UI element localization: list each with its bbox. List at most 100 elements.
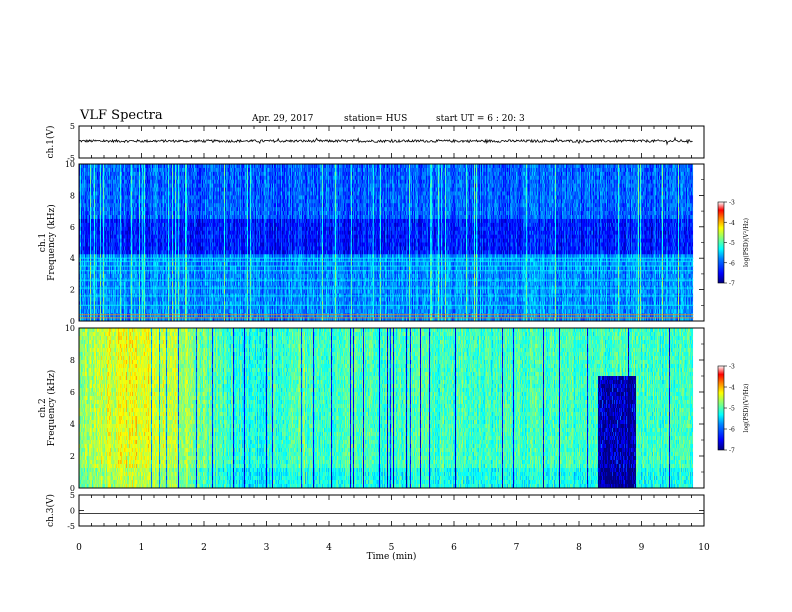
spectrogram-cell bbox=[124, 164, 125, 168]
spectrogram-cell bbox=[549, 168, 550, 172]
spectrogram-cell bbox=[648, 164, 649, 168]
spectrogram-cell bbox=[578, 164, 579, 168]
spectrogram-cell bbox=[605, 164, 606, 168]
spectrogram-cell bbox=[84, 168, 85, 172]
spectrogram-cell bbox=[645, 168, 646, 172]
spectrogram-cell bbox=[556, 176, 557, 180]
spectrogram-cell bbox=[352, 164, 353, 168]
spectrogram-cell bbox=[278, 164, 279, 168]
spectrogram-cell bbox=[604, 164, 605, 168]
spectrogram-cell bbox=[566, 172, 567, 176]
spectrogram-cell bbox=[214, 172, 215, 176]
spectrogram-cell bbox=[574, 172, 575, 176]
spectrogram-cell bbox=[294, 176, 295, 180]
spectrogram-cell bbox=[236, 168, 237, 172]
spectrogram-cell bbox=[120, 172, 121, 176]
spectrogram-cell bbox=[133, 168, 134, 172]
spectrogram-cell bbox=[120, 164, 121, 168]
spectrogram-cell bbox=[336, 176, 337, 180]
spectrogram-cell bbox=[454, 168, 455, 172]
spectrogram-cell bbox=[428, 168, 429, 172]
spectrogram-cell bbox=[335, 164, 336, 168]
spectrogram-cell bbox=[161, 164, 162, 168]
spectrogram-cell bbox=[388, 176, 389, 180]
y-tick-label: 6 bbox=[70, 223, 75, 232]
spectrogram-cell bbox=[637, 164, 638, 168]
spectrogram-cell bbox=[419, 164, 420, 168]
spectrogram-cell bbox=[245, 172, 246, 176]
spectrogram-cell bbox=[437, 164, 438, 168]
spectrogram-cell bbox=[541, 164, 542, 168]
spectrogram-cell bbox=[201, 172, 202, 176]
spectrogram-cell bbox=[257, 172, 258, 176]
spectrogram-cell bbox=[278, 172, 279, 176]
spectrogram-cell bbox=[253, 176, 254, 180]
spectrogram-cell bbox=[381, 176, 382, 180]
spectrogram-cell bbox=[106, 176, 107, 180]
spectrogram-cell bbox=[207, 164, 208, 168]
spectrogram-cell bbox=[225, 172, 226, 176]
spectrogram-cell bbox=[311, 168, 312, 172]
spectrogram-cell bbox=[380, 172, 381, 176]
spectrogram-cell bbox=[273, 176, 274, 180]
spectrogram-cell bbox=[338, 176, 339, 180]
spectrogram-cell bbox=[478, 172, 479, 176]
spectrogram-cell bbox=[420, 172, 421, 176]
spectrogram-cell bbox=[255, 176, 256, 180]
spectrogram-cell bbox=[315, 164, 316, 168]
spectrogram-cell bbox=[471, 168, 472, 172]
spectrogram-cell bbox=[256, 164, 257, 168]
spectrogram-cell bbox=[327, 176, 328, 180]
spectrogram-cell bbox=[297, 172, 298, 176]
spectrogram-cell bbox=[319, 164, 320, 168]
spectrogram-cell bbox=[517, 168, 518, 172]
spectrogram-cell bbox=[416, 172, 417, 176]
spectrogram-cell bbox=[184, 164, 185, 168]
spectrogram-cell bbox=[215, 164, 216, 168]
spectrogram-cell bbox=[272, 176, 273, 180]
spectrogram-cell bbox=[645, 172, 646, 176]
spectrogram-cell bbox=[689, 168, 690, 172]
spectrogram-cell bbox=[537, 168, 538, 172]
spectrogram-cell bbox=[483, 172, 484, 176]
spectrogram-cell bbox=[208, 172, 209, 176]
spectrogram-cell bbox=[286, 168, 287, 172]
spectrogram-cell bbox=[323, 164, 324, 168]
spectrogram-cell bbox=[476, 172, 477, 176]
spectrogram-cell bbox=[207, 172, 208, 176]
spectrogram-cell bbox=[465, 176, 466, 180]
spectrogram-cell bbox=[140, 164, 141, 168]
spectrogram-cell bbox=[277, 168, 278, 172]
spectrogram-cell bbox=[439, 168, 440, 172]
spectrogram-cell bbox=[673, 164, 674, 168]
spectrogram-cell bbox=[435, 168, 436, 172]
spectrogram-cell bbox=[481, 168, 482, 172]
spectrogram-cell bbox=[552, 172, 553, 176]
spectrogram-cell bbox=[614, 172, 615, 176]
spectrogram-cell bbox=[274, 176, 275, 180]
spectrogram-cell bbox=[554, 176, 555, 180]
spectrogram-cell bbox=[281, 164, 282, 168]
spectrogram-cell bbox=[195, 172, 196, 176]
spectrogram-cell bbox=[474, 172, 475, 176]
spectrogram-cell bbox=[166, 172, 167, 176]
spectrogram-cell bbox=[511, 168, 512, 172]
spectrogram-cell bbox=[188, 168, 189, 172]
spectrogram-cell bbox=[166, 176, 167, 180]
spectrogram-cell bbox=[469, 168, 470, 172]
spectrogram-cell bbox=[131, 172, 132, 176]
spectrogram-cell bbox=[206, 168, 207, 172]
spectrogram-cell bbox=[144, 168, 145, 172]
spectrogram-cell bbox=[123, 172, 124, 176]
spectrogram-cell bbox=[160, 176, 161, 180]
spectrogram-cell bbox=[252, 164, 253, 168]
spectrogram-cell bbox=[448, 164, 449, 168]
spectrogram-cell bbox=[136, 172, 137, 176]
spectrogram-cell bbox=[442, 168, 443, 172]
spectrogram-cell bbox=[212, 172, 213, 176]
spectrogram-cell bbox=[444, 164, 445, 168]
spectrogram-cell bbox=[206, 172, 207, 176]
spectrogram-cell bbox=[671, 164, 672, 168]
spectrogram-cell bbox=[463, 176, 464, 180]
spectrogram-cell bbox=[372, 168, 373, 172]
